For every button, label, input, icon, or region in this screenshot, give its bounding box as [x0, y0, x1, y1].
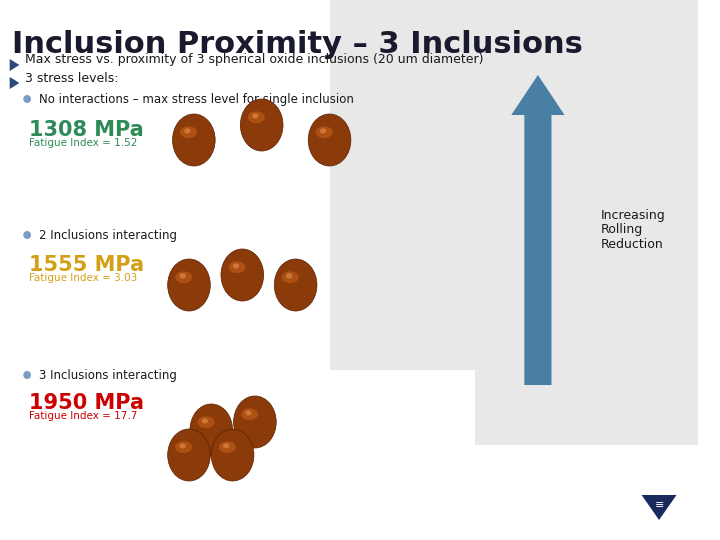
Ellipse shape [252, 113, 258, 118]
Ellipse shape [175, 271, 192, 283]
Ellipse shape [308, 114, 351, 166]
Ellipse shape [315, 126, 333, 138]
Ellipse shape [228, 261, 246, 273]
Ellipse shape [248, 111, 265, 123]
Polygon shape [330, 0, 698, 440]
Ellipse shape [179, 443, 186, 449]
Text: Fatigue Index = 3.03: Fatigue Index = 3.03 [29, 273, 138, 283]
Ellipse shape [211, 429, 254, 481]
Ellipse shape [233, 264, 239, 268]
Ellipse shape [274, 259, 317, 311]
Polygon shape [642, 495, 677, 520]
Ellipse shape [197, 416, 215, 428]
Ellipse shape [175, 441, 192, 453]
Circle shape [23, 231, 31, 239]
Text: 1308 MPa: 1308 MPa [29, 120, 144, 140]
Circle shape [23, 95, 31, 103]
Ellipse shape [168, 259, 210, 311]
Ellipse shape [320, 129, 326, 133]
Text: 3 Inclusions interacting: 3 Inclusions interacting [39, 368, 176, 381]
Text: Fatigue Index = 17.7: Fatigue Index = 17.7 [29, 411, 138, 421]
Ellipse shape [221, 249, 264, 301]
Text: 1555 MPa: 1555 MPa [29, 255, 144, 275]
Ellipse shape [219, 441, 236, 453]
Ellipse shape [180, 126, 197, 138]
Text: No interactions – max stress level for single inclusion: No interactions – max stress level for s… [39, 92, 354, 105]
Text: 2 Inclusions interacting: 2 Inclusions interacting [39, 228, 177, 241]
Text: 1950 MPa: 1950 MPa [29, 393, 144, 413]
Ellipse shape [241, 408, 258, 420]
FancyArrow shape [511, 75, 564, 385]
Text: ≡: ≡ [654, 500, 664, 510]
Ellipse shape [246, 410, 252, 415]
Ellipse shape [179, 273, 186, 279]
Circle shape [23, 371, 31, 379]
Polygon shape [9, 77, 19, 89]
Ellipse shape [286, 273, 292, 279]
FancyBboxPatch shape [330, 0, 475, 300]
Ellipse shape [190, 404, 233, 456]
Ellipse shape [282, 271, 299, 283]
Ellipse shape [168, 429, 210, 481]
Text: Fatigue Index = 1.52: Fatigue Index = 1.52 [29, 138, 138, 148]
Ellipse shape [173, 114, 215, 166]
Polygon shape [9, 59, 19, 71]
Text: Max stress vs. proximity of 3 spherical oxide inclusions (20 um diameter): Max stress vs. proximity of 3 spherical … [25, 53, 484, 66]
Text: 3 stress levels:: 3 stress levels: [25, 71, 119, 84]
Ellipse shape [223, 443, 230, 449]
Ellipse shape [233, 396, 276, 448]
Ellipse shape [240, 99, 283, 151]
Ellipse shape [202, 418, 208, 423]
FancyBboxPatch shape [475, 0, 698, 445]
Text: Inclusion Proximity – 3 Inclusions: Inclusion Proximity – 3 Inclusions [12, 30, 582, 59]
Ellipse shape [184, 129, 191, 133]
Text: Increasing
Rolling
Reduction: Increasing Rolling Reduction [601, 208, 666, 252]
